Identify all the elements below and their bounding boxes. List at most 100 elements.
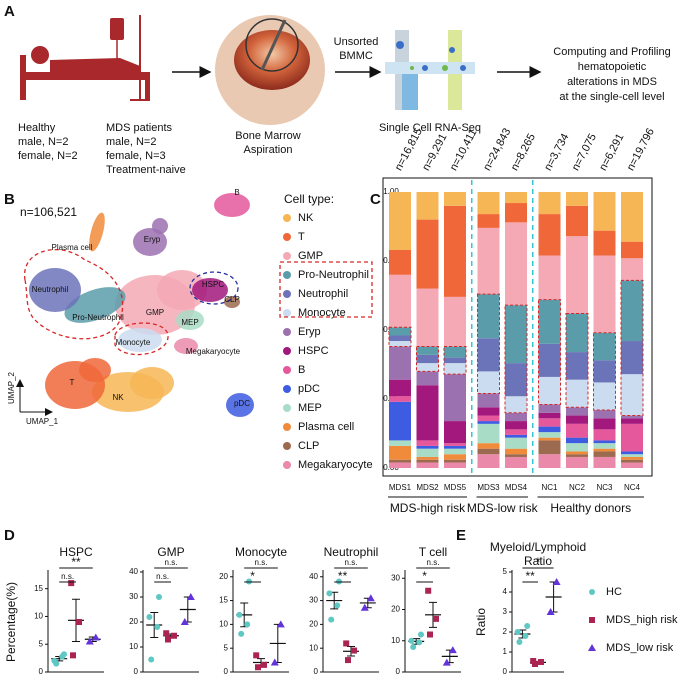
panel-label: A [4,3,15,20]
data-point [360,603,369,611]
bar-segment [621,415,643,419]
bar-segment [505,203,527,223]
legend-marker [283,271,291,279]
y-tick-label: 30 [309,596,318,605]
bar-segment [621,280,643,342]
bar-segment [621,192,643,242]
x-tick-label: MDS2 [416,483,439,492]
bar-segment [389,346,411,380]
bar-segment [621,451,643,455]
legend-marker [283,309,291,317]
bar-segment [444,192,466,206]
data-point [70,652,76,659]
data-point [334,602,341,609]
group-label: Healthy donors [550,501,631,515]
bar-segment [593,443,616,449]
y-axis-label: Ratio [474,608,488,636]
data-point [154,624,161,630]
y-tick-label: 40 [129,567,138,576]
sequencing-chip [385,30,475,110]
bar-segment [505,429,527,435]
umap-label: CLP [224,295,240,304]
highlight-box [565,312,589,408]
bar-segment [444,459,466,463]
bar-segment [538,440,561,455]
legend-marker [283,328,291,336]
umap-cluster [79,358,111,382]
bar-segment [566,443,588,452]
legend-marker [283,461,291,469]
umap-cluster [192,278,228,302]
y-tick-label: 0 [503,667,508,676]
highlight-box [416,346,439,372]
umap-y-label: UMAP_2 [7,371,16,404]
umap-label: MEP [181,318,198,327]
y-tick-label: 10 [309,643,318,652]
data-point [546,608,555,615]
data-point [238,630,245,637]
bar-segment [444,421,466,444]
bar-segment [621,374,643,416]
aspiration-text: Aspiration [244,144,293,156]
umap-cluster [130,367,174,399]
y-tick-label: 0 [314,667,319,676]
bar-segment [593,418,616,430]
legend-marker [283,385,291,393]
data-point [418,631,424,638]
legend-label: MEP [298,402,322,414]
plot-title: Myeloid/Lymphoid [490,540,586,554]
bar-segment [416,445,439,449]
bar-segment [538,343,561,377]
bar-segment [593,440,616,444]
legend-label: B [298,364,305,376]
bar-segment [538,432,561,438]
bar-segment [416,192,439,220]
umap-cluster [226,393,254,417]
bar-segment [621,258,643,281]
bar-segment [505,396,527,413]
mds-text: male, N=2 [106,136,156,148]
bar-segment [416,363,439,372]
highlight-box [443,346,467,375]
legend-label: Monocyte [298,307,346,319]
umap-cluster [174,338,198,354]
legend-marker [283,347,291,355]
y-tick-label: 10 [219,619,228,628]
bar-segment [477,448,500,455]
data-point [61,651,67,658]
bar-segment [444,462,466,468]
bar-segment [416,440,439,446]
bar-segment [416,288,439,347]
group-label: MDS-high risk [390,501,466,515]
y-tick-label: 0 [134,667,139,676]
bar-segment [444,205,466,297]
significance-label: n.s. [427,558,440,567]
bar-segment [389,401,411,441]
y-tick-label: 10 [34,612,43,621]
bar-segment [416,371,439,386]
result-text: Computing and Profiling [553,46,670,58]
significance-label: ** [526,569,536,583]
legend-label: MDS_high risk [606,614,678,626]
n-label: n=6,291 [597,132,626,173]
bar-segment [505,421,527,430]
bar-segment [477,192,500,215]
y-tick-label: 5 [39,639,44,648]
bar-segment [566,456,588,468]
bar-segment [621,459,643,463]
bar-segment [477,443,500,449]
bar-segment [621,454,643,457]
x-tick-label: NC2 [569,483,586,492]
y-tick-label: 5 [224,643,229,652]
data-point [589,589,595,595]
bar-segment [538,426,561,433]
data-point [270,658,279,666]
patient-icon [20,15,150,101]
y-tick-label: 0 [396,667,401,676]
bar-segment [416,219,439,289]
bar-segment [416,462,439,468]
data-point [148,656,155,663]
mds-text: MDS patients [106,122,173,134]
significance-label: n.s. [165,558,178,567]
